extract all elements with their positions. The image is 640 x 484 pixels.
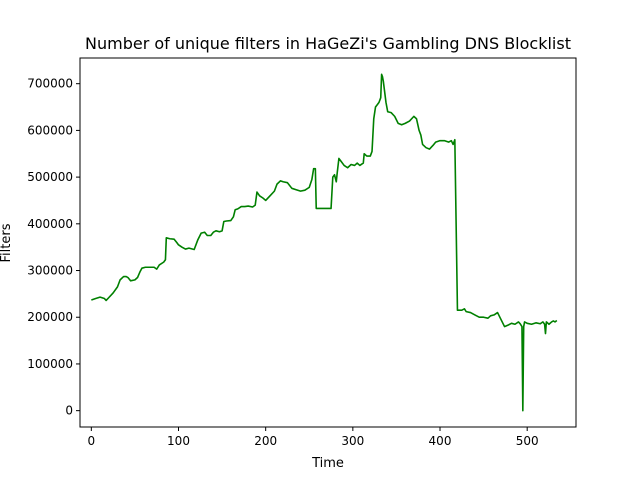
plot-area bbox=[91, 73, 558, 412]
y-tick-label-1: 100000 bbox=[27, 357, 73, 371]
x-tick-label-1: 100 bbox=[167, 434, 190, 448]
series-line-0 bbox=[91, 73, 558, 412]
y-axis-label: Filters bbox=[0, 223, 14, 262]
y-tick-label-3: 300000 bbox=[27, 264, 73, 278]
x-tick-label-5: 500 bbox=[516, 434, 539, 448]
chart-title: Number of unique filters in HaGeZi's Gam… bbox=[85, 34, 571, 53]
x-tick-label-3: 300 bbox=[341, 434, 364, 448]
plot-frame bbox=[79, 57, 577, 428]
y-axis-ticks: 0 100000 200000 300000 400000 500000 600000 700… bbox=[27, 77, 80, 418]
y-tick-label-2: 200000 bbox=[27, 310, 73, 324]
x-axis-ticks: 0 100 200 300 400 500 bbox=[88, 427, 539, 448]
y-tick-label-7: 700000 bbox=[27, 77, 73, 91]
y-tick-label-6: 600000 bbox=[27, 123, 73, 137]
y-tick-label-4: 400000 bbox=[27, 217, 73, 231]
x-tick-label-4: 400 bbox=[429, 434, 452, 448]
x-axis-label: Time bbox=[311, 456, 344, 471]
x-tick-label-0: 0 bbox=[88, 434, 96, 448]
x-tick-label-2: 200 bbox=[254, 434, 277, 448]
y-tick-label-0: 0 bbox=[65, 404, 73, 418]
y-tick-label-5: 500000 bbox=[27, 170, 73, 184]
